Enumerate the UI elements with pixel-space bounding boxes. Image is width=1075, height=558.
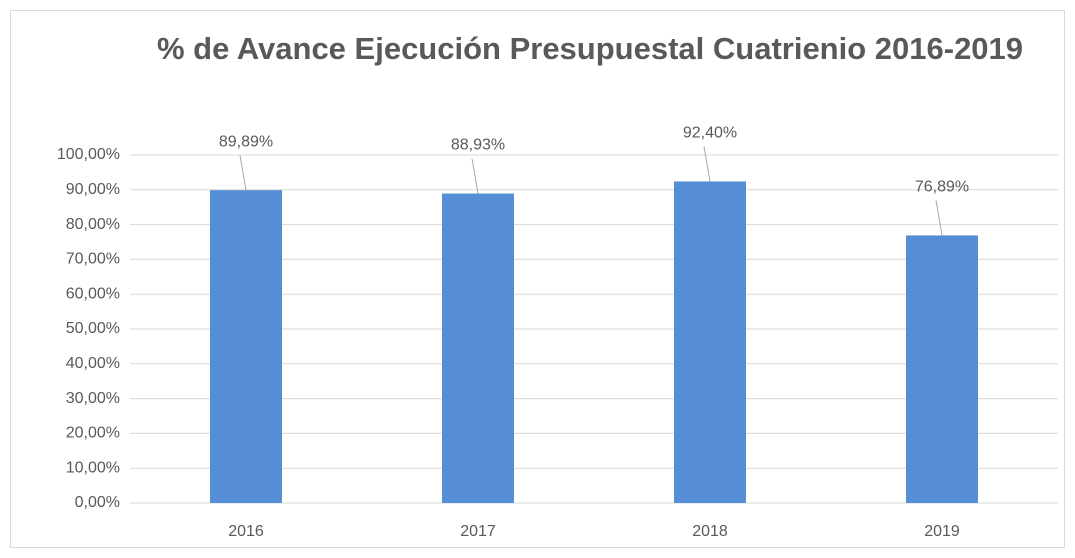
y-tick-label: 90,00%	[66, 181, 120, 198]
bar	[674, 181, 746, 503]
x-tick-label: 2016	[228, 523, 264, 540]
y-tick-label: 0,00%	[75, 494, 120, 511]
leader-line	[935, 200, 943, 236]
chart-frame	[10, 10, 1065, 548]
y-tick-label: 20,00%	[66, 425, 120, 442]
data-label: 89,89%	[219, 133, 273, 150]
y-tick-label: 30,00%	[66, 390, 120, 407]
y-tick-label: 10,00%	[66, 459, 120, 476]
y-tick-label: 50,00%	[66, 320, 120, 337]
chart-title: % de Avance Ejecución Presupuestal Cuatr…	[156, 31, 1024, 66]
leader-line	[239, 155, 247, 191]
y-tick-label: 70,00%	[66, 251, 120, 268]
x-tick-label: 2019	[924, 523, 960, 540]
data-label: 92,40%	[683, 125, 737, 142]
bar	[210, 190, 282, 503]
leader-line	[703, 146, 711, 182]
bar	[906, 235, 978, 504]
x-tick-label: 2018	[692, 523, 728, 540]
y-tick-label: 80,00%	[66, 216, 120, 233]
y-tick-label: 60,00%	[66, 285, 120, 302]
y-tick-label: 100,00%	[57, 146, 120, 163]
x-tick-label: 2017	[460, 523, 496, 540]
data-label: 88,93%	[451, 137, 505, 154]
data-label: 76,89%	[915, 179, 969, 196]
leader-line	[471, 158, 479, 194]
bar	[442, 193, 514, 503]
y-tick-label: 40,00%	[66, 355, 120, 372]
